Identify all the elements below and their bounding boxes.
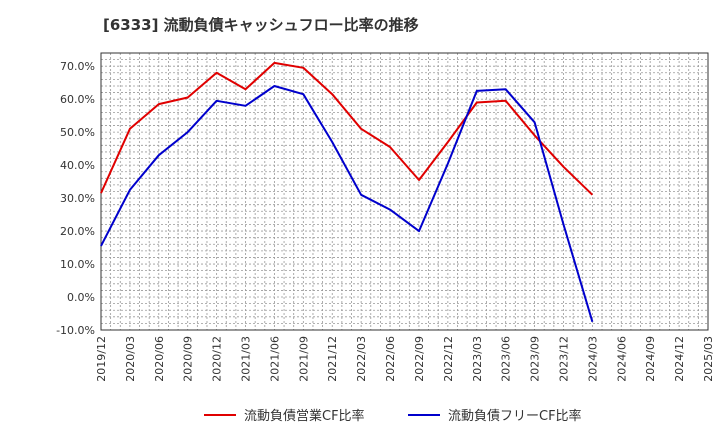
x-tick-label: 2022/06 xyxy=(384,336,397,382)
series-line-1 xyxy=(100,61,594,196)
y-tick-label: 30.0% xyxy=(60,192,95,205)
series-line-2 xyxy=(100,85,594,323)
chart-title: [6333] 流動負債キャッシュフロー比率の推移 xyxy=(103,16,419,34)
x-tick-label: 2020/12 xyxy=(211,336,224,382)
x-tick-label: 2022/03 xyxy=(355,336,368,382)
x-tick-label: 2020/09 xyxy=(182,336,195,382)
legend-label-1: 流動負債営業CF比率 xyxy=(244,408,365,424)
y-tick-label: 40.0% xyxy=(60,159,95,172)
x-tick-label: 2022/12 xyxy=(442,336,455,382)
y-tick-label: -10.0% xyxy=(56,324,95,337)
x-tick-label: 2021/12 xyxy=(326,336,339,382)
x-tick-label: 2021/09 xyxy=(297,336,310,382)
y-tick-label: 50.0% xyxy=(60,126,95,139)
x-tick-label: 2023/06 xyxy=(500,336,513,382)
x-tick-label: 2023/09 xyxy=(529,336,542,382)
x-tick-label: 2022/09 xyxy=(413,336,426,382)
x-tick-label: 2021/06 xyxy=(268,336,281,382)
x-tick-label: 2023/12 xyxy=(557,336,570,382)
y-tick-label: 0.0% xyxy=(67,291,95,304)
legend-label-2: 流動負債フリーCF比率 xyxy=(448,408,582,424)
x-tick-label: 2023/03 xyxy=(471,336,484,382)
x-tick-label: 2021/03 xyxy=(240,336,253,382)
y-tick-label: 60.0% xyxy=(60,93,95,106)
x-tick-label: 2019/12 xyxy=(95,336,108,382)
y-tick-label: 10.0% xyxy=(60,258,95,271)
x-tick-label: 2024/06 xyxy=(615,336,628,382)
x-tick-label: 2024/03 xyxy=(586,336,599,382)
x-tick-label: 2020/03 xyxy=(124,336,137,382)
y-tick-label: 70.0% xyxy=(60,60,95,73)
x-tick-label: 2020/06 xyxy=(153,336,166,382)
x-tick-label: 2024/12 xyxy=(673,336,686,382)
x-tick-label: 2024/09 xyxy=(644,336,657,382)
x-tick-label: 2025/03 xyxy=(702,336,715,382)
y-tick-label: 20.0% xyxy=(60,225,95,238)
